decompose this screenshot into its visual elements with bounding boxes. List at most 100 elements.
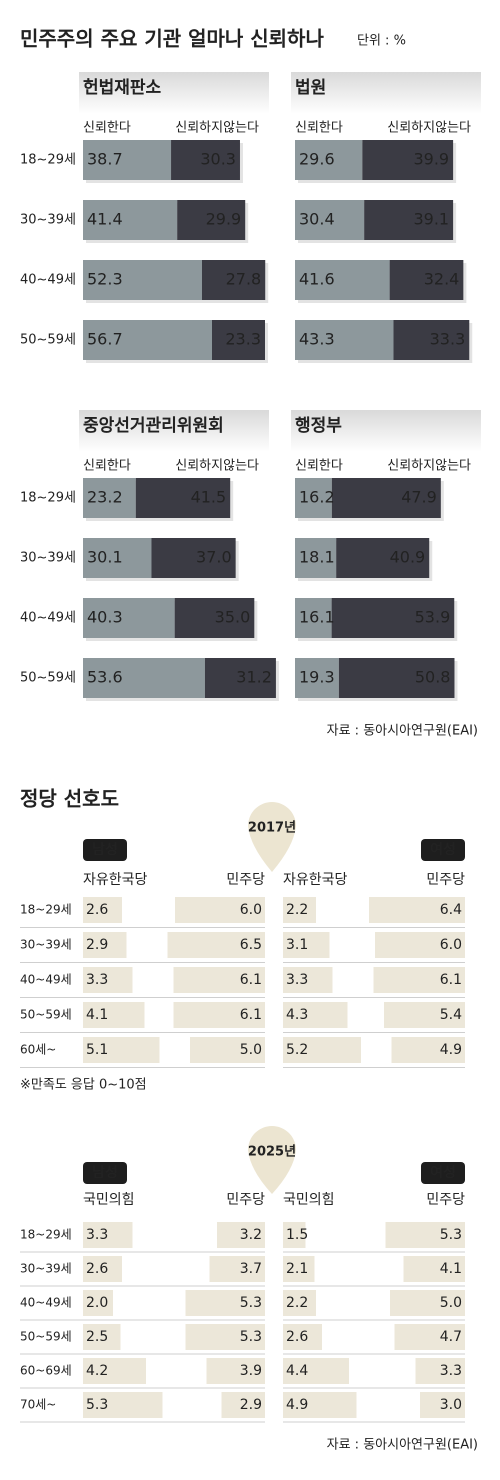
- value-label: 4.1: [86, 1007, 108, 1023]
- bar: [384, 1002, 465, 1028]
- party-title: 정당 선호도: [20, 787, 119, 811]
- value-label: 4.1: [440, 1261, 462, 1277]
- value-label: 3.0: [440, 1397, 462, 1413]
- age-label: 30~39세: [20, 213, 76, 228]
- party-name: 국민의힘: [283, 1192, 335, 1208]
- age-label: 18~29세: [20, 903, 72, 917]
- panel-title: 행정부: [295, 416, 342, 436]
- bar: [283, 1358, 349, 1384]
- age-label: 60~69세: [20, 1364, 72, 1378]
- bar: [369, 897, 465, 923]
- gender-label: 여성: [430, 841, 456, 858]
- bar: [83, 1256, 122, 1282]
- bar: [283, 1002, 348, 1028]
- value-label: 27.8: [226, 270, 262, 289]
- legend-label: 신뢰하지않는다: [175, 459, 259, 474]
- age-label: 30~39세: [20, 551, 76, 566]
- bar: [295, 658, 339, 698]
- value-label: 30.4: [299, 210, 335, 229]
- age-label: 50~59세: [20, 1008, 72, 1022]
- value-label: 4.9: [440, 1042, 462, 1058]
- value-label: 6.1: [440, 972, 462, 988]
- legend-label: 신뢰하지않는다: [175, 121, 259, 136]
- bar: [283, 967, 333, 993]
- legend-label: 신뢰한다: [83, 121, 131, 136]
- value-label: 4.7: [440, 1329, 462, 1345]
- value-label: 3.3: [86, 972, 108, 988]
- value-label: 16.2: [299, 488, 335, 507]
- value-label: 6.1: [240, 1007, 262, 1023]
- value-label: 2.5: [86, 1329, 108, 1345]
- year-pin: [248, 802, 296, 872]
- panel-header-bg: [291, 72, 481, 114]
- value-label: 6.0: [440, 937, 462, 953]
- value-label: 23.2: [87, 488, 123, 507]
- party-name: 자유한국당: [283, 872, 348, 888]
- bar: [385, 1222, 465, 1248]
- bar: [83, 1358, 146, 1384]
- value-label: 2.2: [286, 902, 308, 918]
- value-label: 2.9: [86, 937, 108, 953]
- legend-label: 신뢰한다: [83, 459, 131, 474]
- value-label: 3.3: [86, 1227, 108, 1243]
- value-label: 32.4: [424, 270, 460, 289]
- bar: [283, 1290, 316, 1316]
- trust-source: 자료 : 동아시아연구원(EAI): [327, 724, 478, 739]
- bar: [83, 932, 127, 958]
- value-label: 35.0: [215, 608, 251, 627]
- bar: [375, 932, 465, 958]
- bar: [83, 1002, 145, 1028]
- bar: [283, 1222, 306, 1248]
- age-label: 40~49세: [20, 973, 72, 987]
- value-label: 38.7: [87, 150, 123, 169]
- value-label: 47.9: [401, 488, 437, 507]
- bar: [83, 1324, 121, 1350]
- value-label: 2.6: [286, 1329, 308, 1345]
- bar: [83, 1392, 163, 1418]
- bar: [283, 1037, 361, 1063]
- panel-title: 헌법재판소: [83, 78, 162, 98]
- age-label: 30~39세: [20, 1262, 72, 1276]
- panel-title: 중앙선거관리위원회: [83, 416, 224, 436]
- bar: [393, 320, 470, 360]
- value-label: 3.9: [240, 1363, 262, 1379]
- party-name: 자유한국당: [83, 872, 148, 888]
- value-label: 5.3: [86, 1397, 108, 1413]
- value-label: 5.4: [440, 1007, 462, 1023]
- bar: [403, 1256, 465, 1282]
- value-label: 5.3: [240, 1329, 262, 1345]
- value-label: 31.2: [236, 668, 272, 687]
- bar: [394, 1324, 465, 1350]
- bar: [83, 658, 205, 698]
- gender-box: [421, 1162, 465, 1184]
- value-label: 23.3: [225, 330, 261, 349]
- value-label: 1.5: [286, 1227, 308, 1243]
- bar: [83, 598, 175, 638]
- bar: [295, 598, 332, 638]
- panel-header-bg: [79, 72, 269, 114]
- bar: [83, 967, 133, 993]
- bar: [190, 1037, 265, 1063]
- value-label: 29.6: [299, 150, 335, 169]
- bar: [209, 1256, 265, 1282]
- unit: 단위 : %: [357, 34, 406, 49]
- bar: [362, 140, 454, 180]
- value-label: 2.1: [286, 1261, 308, 1277]
- age-label: 40~49세: [20, 611, 76, 626]
- bar: [83, 1222, 133, 1248]
- bar: [295, 478, 332, 518]
- age-label: 30~39세: [20, 938, 72, 952]
- gender-box: [83, 1162, 127, 1184]
- value-label: 41.5: [191, 488, 227, 507]
- bar: [331, 598, 455, 638]
- legend-label: 신뢰한다: [295, 121, 343, 136]
- age-label: 40~49세: [20, 273, 76, 288]
- year-label: 2025년: [248, 1145, 296, 1160]
- panel-header-bg: [79, 410, 269, 452]
- gender-label: 남성: [92, 1164, 118, 1181]
- value-label: 5.3: [240, 1295, 262, 1311]
- value-label: 30.3: [200, 150, 236, 169]
- bar: [211, 320, 265, 360]
- bar: [135, 478, 231, 518]
